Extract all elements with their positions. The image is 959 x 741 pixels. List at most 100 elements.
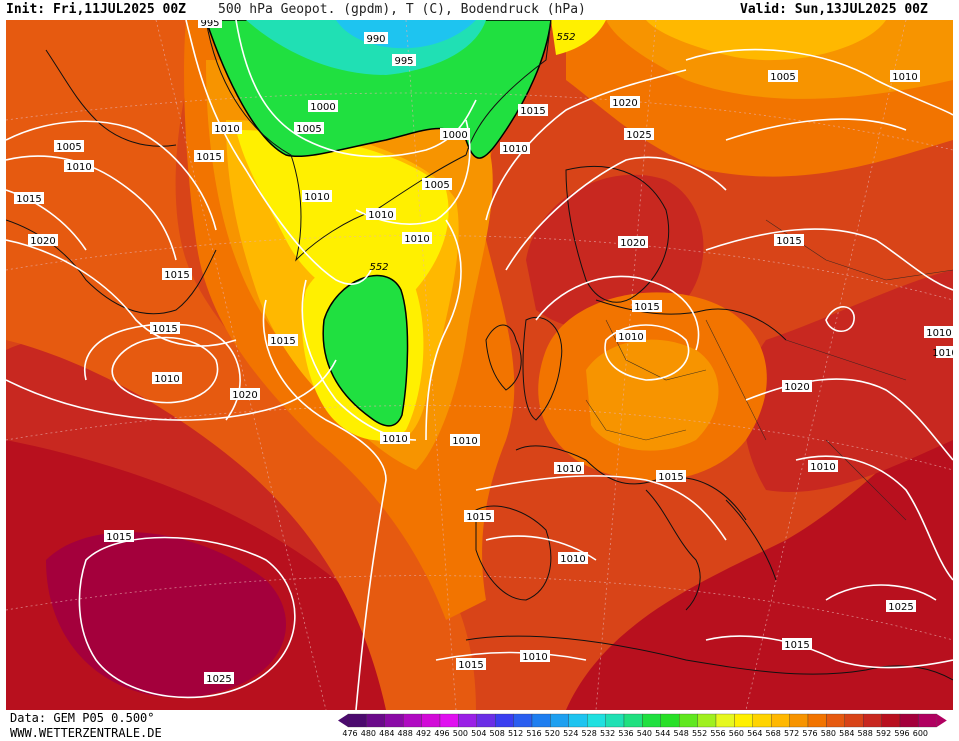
scale-swatch [587, 713, 606, 728]
svg-text:1015: 1015 [776, 236, 801, 247]
scale-label: 580 [821, 729, 836, 738]
contour-label: 1010 [380, 432, 410, 445]
scale-swatch [458, 713, 477, 728]
scale-label: 548 [674, 729, 689, 738]
scale-label: 500 [453, 729, 468, 738]
contour-label: 1010 [558, 552, 588, 565]
contour-label: 1010 [554, 462, 584, 475]
scale-label: 480 [361, 729, 376, 738]
svg-text:1015: 1015 [152, 324, 177, 335]
svg-text:995: 995 [200, 20, 219, 29]
scale-swatch [439, 713, 459, 728]
scale-swatch [605, 713, 625, 728]
svg-text:1020: 1020 [784, 382, 809, 393]
scale-label: 536 [618, 729, 633, 738]
svg-text:1000: 1000 [310, 102, 335, 113]
scale-swatch [918, 713, 937, 728]
scale-label: 576 [802, 729, 817, 738]
scale-swatch [881, 713, 901, 728]
scale-label: 488 [398, 729, 413, 738]
color-scale: 476 480 484 488 492 496 500 504 508 512 516 520 524 5… [338, 713, 947, 738]
svg-text:1010: 1010 [810, 462, 835, 473]
svg-text:1010: 1010 [560, 554, 585, 565]
scale-swatch [421, 713, 441, 728]
svg-text:1010: 1010 [926, 328, 951, 339]
scale-swatch [476, 713, 496, 728]
contour-label: 552 [369, 262, 388, 273]
scale-swatch [531, 713, 551, 728]
scale-swatch [495, 713, 514, 728]
scale-swatch [623, 713, 643, 728]
contour-label: 1015 [268, 334, 298, 347]
svg-text:1015: 1015 [520, 106, 545, 117]
contour-label: 1000 [308, 100, 338, 113]
scale-swatch [550, 713, 569, 728]
contour-label: 1015 [162, 268, 192, 281]
data-source: Data: GEM P05 0.500° [10, 711, 155, 725]
field-light-orange-central [586, 339, 719, 451]
field-green-cutoff-low [322, 274, 409, 427]
svg-text:1015: 1015 [196, 152, 221, 163]
contour-label: 1025 [204, 672, 234, 685]
svg-text:1010: 1010 [214, 124, 239, 135]
weather-map: 995 990 995 552 1000 1005 1010 1015 1005… [6, 20, 953, 710]
svg-text:1010: 1010 [556, 464, 581, 475]
scale-label: 532 [600, 729, 615, 738]
field-amber-northeast [646, 20, 886, 61]
contour-label: 1005 [294, 122, 324, 135]
svg-text:1015: 1015 [270, 336, 295, 347]
contour-label: 1015 [656, 470, 686, 483]
scale-label: 492 [416, 729, 431, 738]
contour-label: 1010 [366, 208, 396, 221]
contour-label: 1010 [450, 434, 480, 447]
scale-swatch [697, 713, 717, 728]
svg-text:1015: 1015 [466, 512, 491, 523]
scale-swatch [863, 713, 882, 728]
contour-label: 1015 [774, 234, 804, 247]
scale-swatch [679, 713, 698, 728]
contour-label: 1020 [782, 380, 812, 393]
svg-text:995: 995 [394, 56, 413, 67]
scale-label: 600 [913, 729, 928, 738]
contour-label: 1015 [782, 638, 812, 651]
svg-text:1010: 1010 [368, 210, 393, 221]
svg-text:1005: 1005 [56, 142, 81, 153]
contour-label: 1010 [152, 372, 182, 385]
scale-label: 528 [582, 729, 597, 738]
svg-text:1010: 1010 [618, 332, 643, 343]
scale-swatch [807, 713, 827, 728]
map-footer: Data: GEM P05 0.500° WWW.WETTERZENTRALE.… [0, 710, 959, 741]
contour-label: 995 [198, 20, 222, 29]
valid-time: Valid: Sun,13JUL2025 00Z [740, 2, 928, 17]
field-deep-red-southeast [566, 410, 953, 710]
svg-text:1010: 1010 [502, 144, 527, 155]
scale-swatch [789, 713, 809, 728]
svg-text:1020: 1020 [30, 236, 55, 247]
svg-text:1010: 1010 [304, 192, 329, 203]
contour-label: 1010 [808, 460, 838, 473]
scale-label: 496 [434, 729, 449, 738]
scale-label: 560 [729, 729, 744, 738]
contour-label: 552 [556, 32, 575, 43]
scale-label: 552 [692, 729, 707, 738]
contour-label: 1010 [924, 326, 953, 339]
scale-label: 596 [894, 729, 909, 738]
contour-label: 990 [364, 32, 388, 45]
website: WWW.WETTERZENTRALE.DE [10, 726, 162, 740]
svg-text:1025: 1025 [206, 674, 231, 685]
contour-label: 1020 [618, 236, 648, 249]
contour-label: 1010 [500, 142, 530, 155]
svg-text:1015: 1015 [106, 532, 131, 543]
svg-text:1020: 1020 [232, 390, 257, 401]
svg-text:990: 990 [366, 34, 385, 45]
contour-label: 1015 [150, 322, 180, 335]
scale-label: 544 [655, 729, 670, 738]
scale-swatch [513, 713, 533, 728]
svg-text:1015: 1015 [784, 640, 809, 651]
svg-text:1000: 1000 [442, 130, 467, 141]
svg-text:1015: 1015 [164, 270, 189, 281]
svg-text:1025: 1025 [626, 130, 651, 141]
scale-swatch [403, 713, 422, 728]
contour-label: 1025 [886, 600, 916, 613]
svg-text:552: 552 [369, 262, 388, 273]
